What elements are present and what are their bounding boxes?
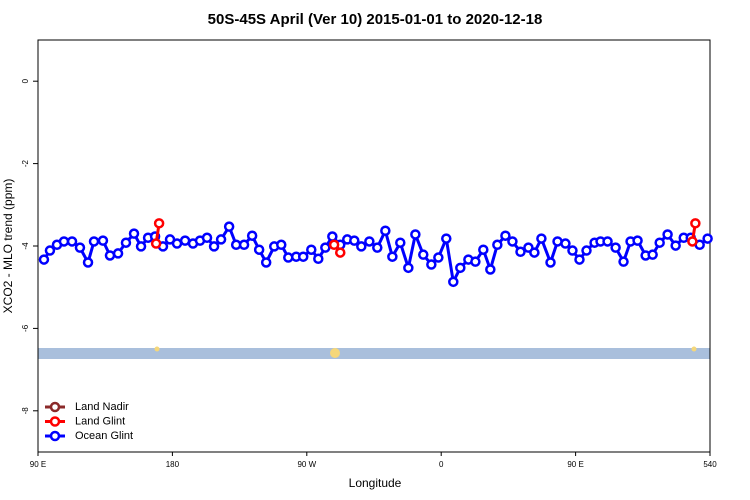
data-point [313, 253, 324, 265]
data-point [395, 237, 406, 248]
y-tick-label: -6 [21, 324, 30, 332]
legend-marker [49, 401, 61, 413]
data-point [492, 239, 503, 251]
data-point [654, 237, 665, 248]
data-point [327, 231, 338, 242]
data-point [74, 242, 86, 253]
data-point [320, 242, 331, 253]
data-point [58, 236, 70, 247]
y-axis-label: XCO2 - MLO trend (ppm) [1, 179, 15, 314]
data-point [297, 251, 309, 262]
data-point [433, 252, 444, 263]
data-point [356, 241, 367, 252]
data-point [441, 233, 452, 244]
data-point [104, 250, 116, 261]
legend-label: Land Nadir [75, 401, 129, 413]
data-point [223, 221, 235, 232]
x-tick-label: 90 E [567, 460, 583, 469]
data-point [153, 218, 165, 229]
data-point [610, 242, 621, 253]
data-point [387, 251, 398, 262]
data-point [253, 244, 265, 255]
data-point [662, 229, 673, 240]
data-point [567, 245, 578, 256]
data-point [44, 245, 56, 256]
data-point [306, 244, 317, 255]
data-point [536, 233, 547, 244]
data-point [88, 236, 100, 247]
legend-label: Land Glint [75, 415, 125, 427]
data-point [66, 236, 78, 247]
data-point [238, 239, 250, 251]
data-point [702, 233, 713, 244]
data-point [246, 230, 258, 241]
data-point [618, 256, 629, 267]
data-point [515, 246, 526, 258]
data-point [171, 238, 183, 249]
data-point [687, 236, 698, 247]
y-tick-label: -2 [21, 159, 30, 167]
x-tick-label: 90 E [30, 460, 46, 469]
data-point [529, 247, 540, 258]
data-point [276, 239, 287, 251]
legend-marker [49, 416, 61, 427]
legend-label: Ocean Glint [75, 430, 133, 442]
data-point [455, 262, 466, 274]
data-point [478, 244, 489, 255]
data-point [201, 232, 213, 244]
x-tick-label: 540 [703, 460, 717, 469]
data-point [82, 257, 94, 268]
data-point [647, 249, 658, 260]
data-point [574, 254, 585, 265]
data-point [349, 235, 360, 246]
data-point [112, 248, 124, 259]
legend: Land Nadir Land Glint Ocean Glint [45, 401, 133, 442]
data-point [690, 218, 701, 229]
data-point [448, 276, 459, 288]
data-point [426, 259, 437, 270]
data-point [545, 257, 556, 268]
data-point [372, 242, 383, 253]
data-point [208, 241, 220, 252]
y-tick-label: -4 [21, 242, 30, 250]
data-point [364, 236, 375, 247]
x-axis-label: Longitude [349, 476, 402, 490]
data-point [500, 230, 511, 241]
chart-title: 50S-45S April (Ver 10) 2015-01-01 to 202… [208, 11, 543, 28]
series-line [42, 225, 709, 284]
y-tick-label: 0 [21, 78, 30, 83]
data-point [335, 247, 346, 258]
data-point [560, 238, 571, 249]
data-point [470, 256, 481, 267]
x-tick-label: 180 [166, 460, 180, 469]
land-dot [330, 348, 340, 358]
legend-marker [49, 430, 61, 442]
y-tick-label: -8 [21, 407, 30, 415]
data-point [670, 240, 681, 251]
data-point [97, 235, 109, 246]
data-point [380, 225, 391, 237]
data-point [38, 254, 50, 265]
data-point [120, 237, 132, 248]
data-point [507, 236, 518, 247]
land-dot [691, 346, 697, 352]
data-point [328, 239, 340, 251]
data-point [485, 264, 496, 275]
data-point [215, 234, 227, 245]
land-dot [154, 346, 160, 352]
data-point [150, 238, 162, 249]
data-point [260, 257, 272, 268]
data-point [602, 236, 613, 247]
data-point [128, 228, 140, 239]
data-point [418, 249, 429, 260]
surface-band [38, 348, 710, 359]
x-tick-label: 90 W [297, 460, 316, 469]
data-point [135, 241, 147, 252]
data-point [581, 245, 592, 256]
x-tick-label: 0 [439, 460, 444, 469]
data-point [410, 229, 421, 240]
data-point [632, 235, 643, 246]
data-point [403, 262, 414, 274]
